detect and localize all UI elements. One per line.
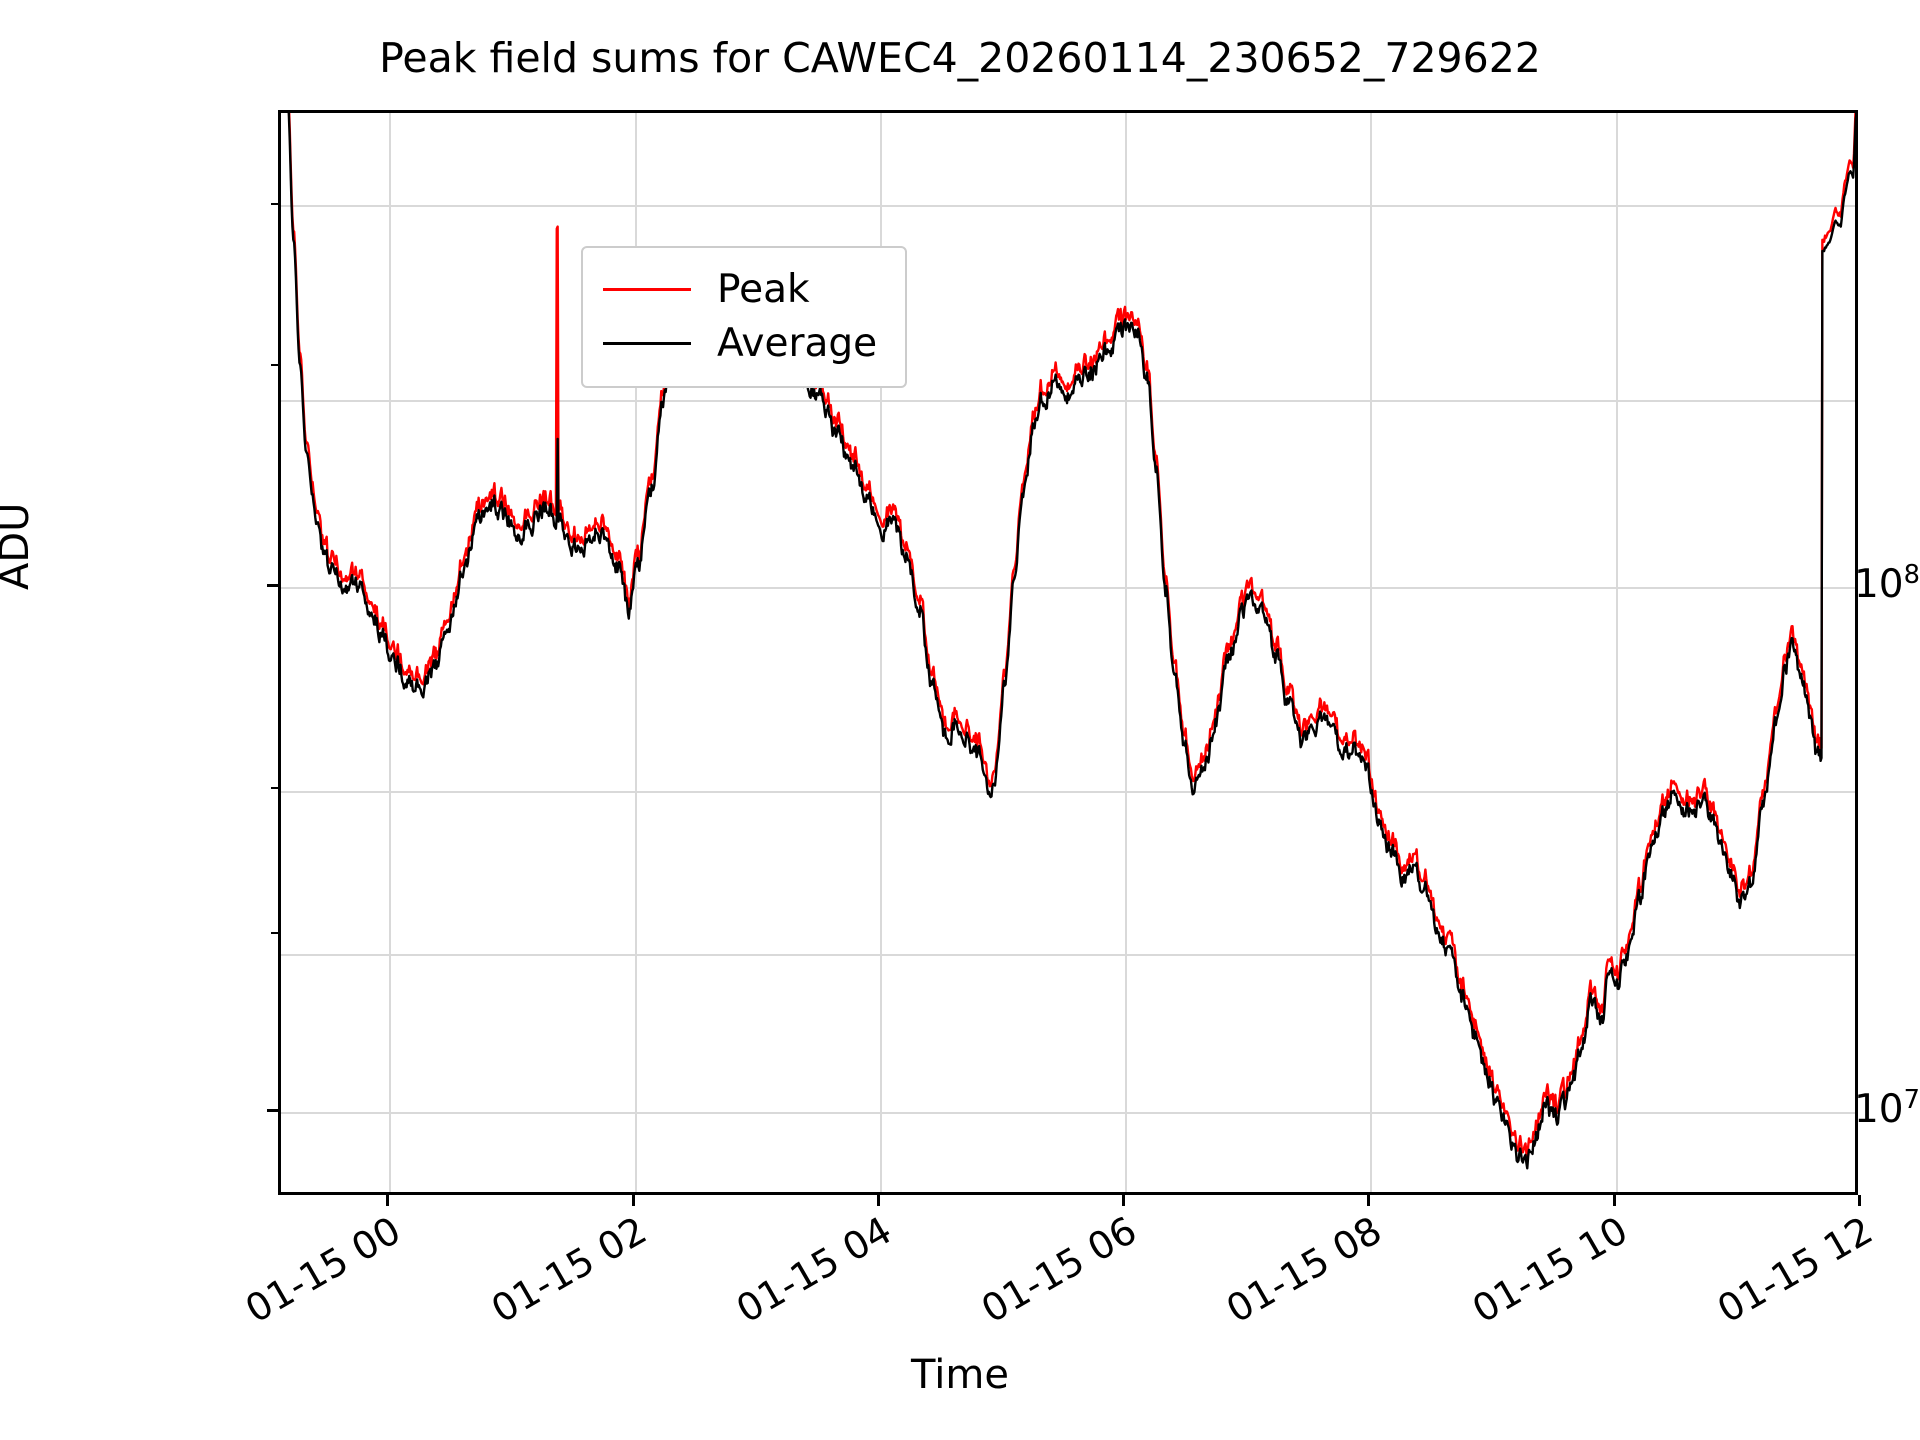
legend-entry-average[interactable]: Average	[603, 316, 883, 370]
x-tick-mark	[1122, 1195, 1126, 1206]
legend-swatch-peak	[603, 287, 691, 291]
y-tick-mark-1e8	[267, 584, 278, 587]
x-tick-mark	[876, 1195, 880, 1206]
grid-line-horizontal	[281, 790, 1855, 793]
x-tick-mark	[1367, 1195, 1371, 1206]
y-tick-mark-minor	[271, 203, 278, 205]
legend-entry-peak[interactable]: Peak	[603, 262, 883, 316]
grid-line-vertical	[879, 113, 882, 1192]
grid-line-vertical	[1125, 113, 1128, 1192]
grid-line-vertical	[1370, 113, 1373, 1192]
grid-line-horizontal	[281, 587, 1855, 589]
grid-line-vertical	[634, 113, 637, 1192]
legend[interactable]: Peak Average	[581, 246, 907, 388]
y-axis-label: ADU	[0, 502, 38, 590]
y-tick-mark-6e7	[267, 1109, 278, 1112]
grid-line-horizontal	[281, 1112, 1855, 1114]
legend-label-average: Average	[717, 320, 878, 366]
series-svg	[287, 113, 1855, 1170]
x-tick-label: 01-15 12	[1710, 1208, 1880, 1332]
x-tick-label: 01-15 00	[238, 1208, 409, 1332]
chart-title: Peak field sums for CAWEC4_20260114_2306…	[379, 34, 1541, 82]
grid-layer	[281, 113, 1855, 1192]
x-tick-label: 01-15 04	[728, 1208, 899, 1332]
plot-area[interactable]: Peak Average	[278, 110, 1858, 1195]
x-tick-mark	[631, 1195, 635, 1206]
x-tick-mark	[1612, 1195, 1616, 1206]
y-tick-mark-minor	[271, 364, 278, 366]
x-tick-mark	[386, 1195, 390, 1206]
grid-line-horizontal	[281, 953, 1855, 956]
legend-swatch-average	[603, 341, 691, 345]
y-tick-mark-minor	[271, 932, 278, 934]
grid-line-vertical	[1615, 113, 1618, 1192]
grid-line-vertical	[389, 113, 392, 1192]
x-tick-label: 01-15 06	[974, 1208, 1145, 1332]
y-tick-mark-minor	[271, 787, 278, 789]
x-axis-label: Time	[911, 1352, 1009, 1398]
y-tick-label-1e8: 108	[1853, 560, 1920, 607]
series-line-peak	[287, 113, 1855, 1158]
grid-line-horizontal	[281, 205, 1855, 208]
x-tick-label: 01-15 10	[1464, 1208, 1635, 1332]
x-tick-label: 01-15 02	[483, 1208, 654, 1332]
x-tick-label: 01-15 08	[1219, 1208, 1390, 1332]
series-line-average	[287, 113, 1855, 1170]
legend-label-peak: Peak	[717, 266, 810, 312]
data-layer	[281, 113, 1855, 1192]
x-tick-mark	[1858, 1195, 1861, 1206]
